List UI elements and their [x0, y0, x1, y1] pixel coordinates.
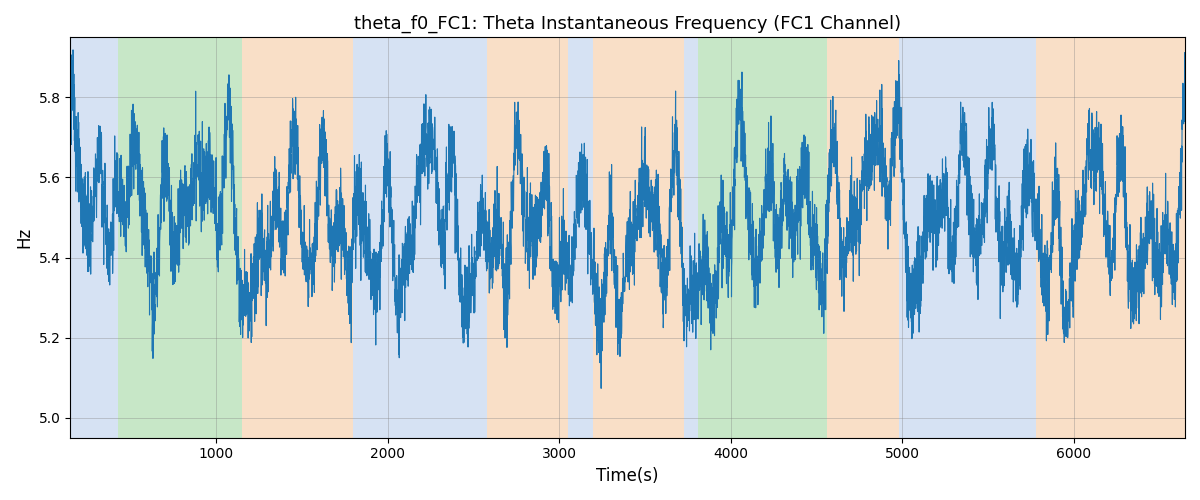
Bar: [593, 38, 684, 438]
Bar: [241, 38, 353, 438]
Bar: [684, 38, 698, 438]
Bar: [698, 38, 827, 438]
Bar: [487, 38, 568, 438]
Bar: [71, 38, 119, 438]
Title: theta_f0_FC1: Theta Instantaneous Frequency (FC1 Channel): theta_f0_FC1: Theta Instantaneous Freque…: [354, 15, 901, 34]
X-axis label: Time(s): Time(s): [596, 467, 659, 485]
Y-axis label: Hz: Hz: [16, 227, 34, 248]
Bar: [1036, 38, 1186, 438]
Bar: [353, 38, 487, 438]
Bar: [899, 38, 1036, 438]
Bar: [827, 38, 899, 438]
Bar: [568, 38, 593, 438]
Bar: [119, 38, 241, 438]
